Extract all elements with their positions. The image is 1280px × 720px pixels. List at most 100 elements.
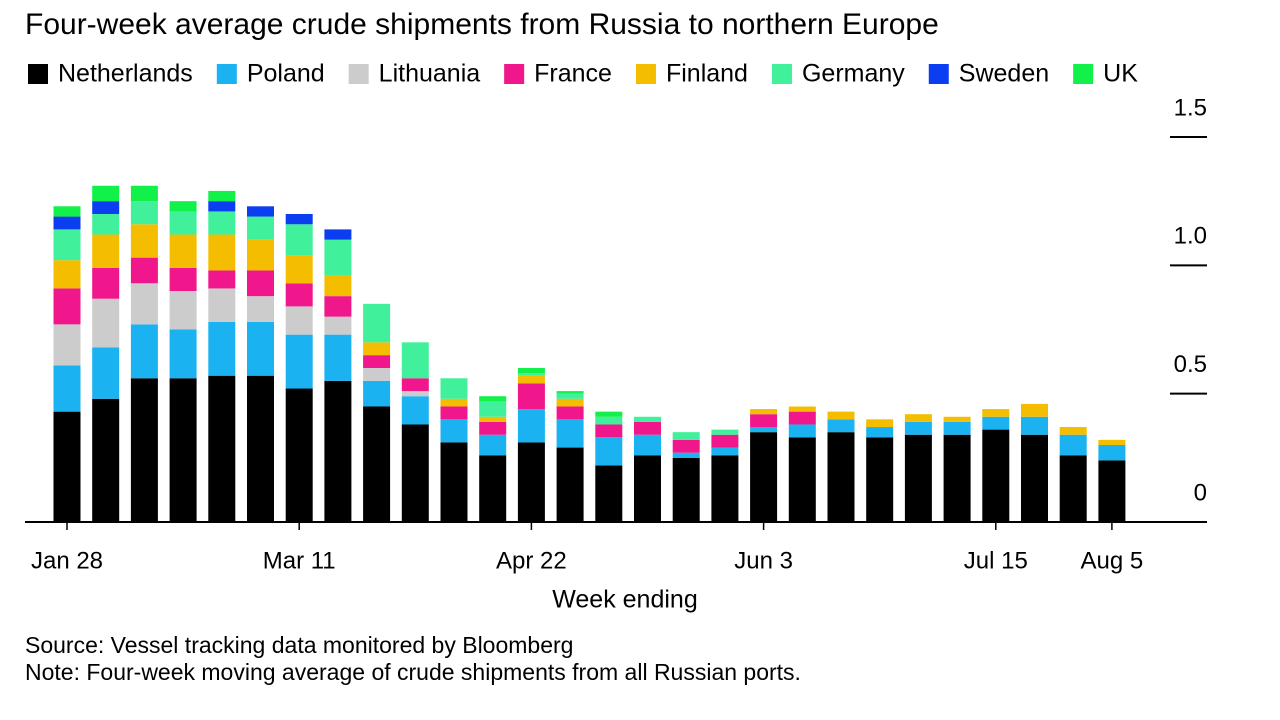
bar-segment [92, 214, 120, 235]
bar-segment [130, 378, 158, 522]
bar-segment [247, 375, 274, 522]
bar-segment [517, 383, 545, 410]
bar-segment [556, 406, 584, 420]
bar-segment [324, 380, 352, 522]
bar-segment [324, 275, 352, 297]
bar-segment [672, 439, 700, 453]
legend-swatch [1073, 64, 1094, 84]
bar-segment [866, 427, 894, 438]
bar-segment [92, 185, 120, 202]
bar-segment [363, 380, 391, 407]
bar-segment [595, 437, 623, 466]
bar-segment [130, 224, 158, 258]
bar-segment [943, 416, 971, 422]
bar-segment [595, 416, 623, 425]
bar-segment [324, 229, 352, 240]
bar-segment [1021, 434, 1048, 522]
bar-segment [982, 416, 1010, 430]
bar-segment [324, 296, 352, 317]
bar-segment [285, 224, 313, 256]
bar-segment [363, 355, 391, 368]
bar-segment [904, 421, 932, 435]
bar-segment [788, 437, 816, 522]
bar-segment [247, 296, 274, 322]
bar-segment [130, 201, 158, 225]
bar-segment [53, 324, 81, 366]
bar-segment [401, 378, 429, 392]
bar-segment [363, 303, 391, 343]
bar-segment [169, 211, 197, 235]
bar-segment [169, 267, 197, 291]
bar-segment [53, 216, 81, 230]
bar-segment [440, 442, 468, 522]
bar-segment [634, 455, 661, 522]
bar-segment [53, 260, 81, 289]
bar-segment [169, 291, 197, 330]
bar-segment [53, 411, 81, 522]
bar-segment [479, 396, 507, 402]
bar-segment [479, 434, 507, 456]
bar-segment [595, 411, 623, 417]
bar-segment [92, 201, 120, 214]
bar-segment [208, 321, 236, 376]
legend-swatch [635, 64, 656, 84]
bar-segment [711, 447, 739, 456]
bar-segment [92, 398, 120, 522]
bar-segment [92, 347, 120, 399]
bar-segment [169, 329, 197, 379]
bar-segment [324, 334, 352, 381]
bar-segment [943, 421, 971, 435]
bar-segment [208, 270, 236, 289]
legend-label: Sweden [959, 60, 1049, 88]
bar-segment [595, 424, 623, 438]
bar-segment [1021, 403, 1048, 417]
legend-label: Finland [666, 60, 748, 88]
bar-segment [556, 391, 584, 394]
bar-segment [92, 298, 120, 348]
legend-swatch [771, 64, 792, 84]
bar-segment [285, 255, 313, 284]
bar-segment [943, 434, 971, 522]
bar-segment [517, 409, 545, 443]
bar-segment [440, 419, 468, 443]
bar-segment [208, 201, 236, 212]
bar-segment [1059, 427, 1087, 435]
bar-segment [208, 211, 236, 235]
bar-segment [247, 206, 274, 217]
bar-segment [711, 455, 739, 522]
bar-segment [92, 267, 120, 299]
bar-segment [285, 306, 313, 335]
bar-segment [1059, 434, 1087, 456]
bar-segment [440, 378, 468, 399]
bar-segment [788, 424, 816, 438]
bar-segment [440, 398, 468, 407]
bar-segment [285, 214, 313, 225]
bar-segment [982, 409, 1010, 417]
bar-segment [1021, 416, 1048, 435]
bar-segment [53, 288, 81, 325]
legend-swatch [348, 64, 369, 84]
bar-segment [634, 434, 661, 456]
bar-segment [750, 432, 778, 522]
bar-segment [479, 416, 507, 422]
bar-segment [517, 373, 545, 376]
x-tick-label: Aug 5 [1081, 547, 1144, 574]
bar-segment [827, 411, 855, 420]
bar-segment [672, 432, 700, 440]
bar-segment [285, 283, 313, 307]
bar-segment [247, 270, 274, 297]
bar-segment [1098, 460, 1126, 522]
bar-segment [904, 414, 932, 422]
bar-segment [208, 288, 236, 322]
bar-segment [208, 234, 236, 271]
legend-swatch [504, 64, 525, 84]
bar-segment [866, 437, 894, 522]
bar-segment [247, 216, 274, 240]
bar-segment [247, 321, 274, 376]
bar-segment [208, 375, 236, 522]
legend-label: Netherlands [58, 60, 193, 88]
bar-segment [788, 406, 816, 412]
source: Source: Vessel tracking data monitored b… [25, 632, 573, 658]
legend-label: Germany [802, 60, 905, 88]
